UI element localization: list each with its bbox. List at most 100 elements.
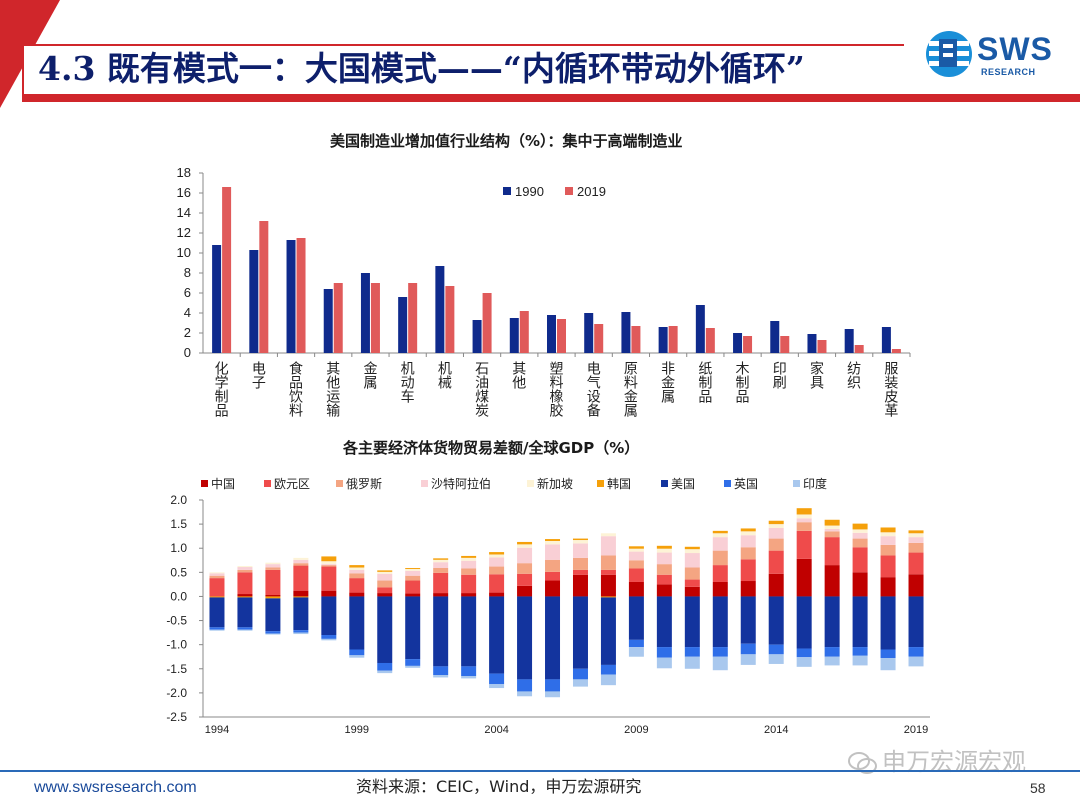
legend-label-英国: 英国 (734, 477, 758, 491)
bar-中国-2016 (824, 565, 840, 597)
footer-website-link[interactable]: www.swsresearch.com (34, 779, 197, 796)
bar-欧元区-2018 (880, 555, 896, 578)
bar-韩国-1998 (321, 556, 337, 562)
bar-中国-2000 (377, 593, 393, 597)
bar-俄罗斯-2012 (712, 550, 728, 566)
x-tick-label: 2004 (484, 724, 508, 736)
footer-divider (0, 770, 1080, 772)
category-label: 纸制品 (697, 361, 713, 403)
bar-沙特阿拉伯-2002 (433, 562, 449, 568)
bar-韩国-2018 (880, 527, 896, 533)
bar-中国-2008 (600, 574, 616, 597)
bar-中国-2002 (433, 593, 449, 597)
bar-俄罗斯-2018 (880, 544, 896, 556)
bar-韩国-2011 (684, 546, 700, 550)
bar-中国-1997 (293, 590, 309, 597)
y-tick-label: 4 (184, 305, 191, 320)
bar-英国-2013 (740, 643, 756, 655)
bar-印度-2004 (489, 684, 505, 689)
bar-俄罗斯-2009 (628, 560, 644, 569)
bar-新加坡-2003 (461, 557, 477, 561)
bar-2019-木制品 (743, 336, 753, 353)
y-tick-label: 12 (177, 225, 191, 240)
bar-美国-2006 (545, 596, 561, 680)
bar-美国-1997 (293, 597, 309, 631)
bar-沙特阿拉伯-2018 (880, 536, 896, 545)
y-tick-label: 1.5 (170, 517, 187, 531)
bar-2019-化学制品 (222, 187, 232, 353)
y-tick-label: -0.5 (166, 614, 187, 628)
bar-欧元区-2004 (489, 574, 505, 593)
legend-label-新加坡: 新加坡 (537, 476, 573, 491)
bar-俄罗斯-2007 (572, 557, 588, 570)
y-tick-label: 18 (177, 165, 191, 180)
bar-英国-1999 (349, 649, 365, 656)
bar-2019-其他 (519, 311, 529, 353)
legend-swatch-印度 (793, 480, 800, 487)
bar-2019-纸制品 (705, 328, 715, 353)
bar-2019-机动车 (408, 283, 418, 353)
bar-1990-电气设备 (584, 313, 594, 353)
legend-swatch-2019 (565, 187, 573, 195)
bar-沙特阿拉伯-2008 (600, 536, 616, 556)
bar-欧元区-1998 (321, 566, 337, 591)
bar-2019-非金属 (668, 326, 678, 353)
bar-英国-2011 (684, 647, 700, 657)
bar-美国-2010 (656, 596, 672, 648)
bar-沙特阿拉伯-2017 (852, 532, 868, 539)
bar-欧元区-2003 (461, 574, 477, 594)
bar-俄罗斯-2013 (740, 547, 756, 560)
bar-印度-1998 (321, 638, 337, 641)
bar-美国-2008 (600, 597, 616, 665)
bar-新加坡-2002 (433, 559, 449, 563)
bar-欧元区-1996 (265, 569, 281, 595)
bar-印度-1994 (209, 629, 225, 631)
bar-2019-纺织 (854, 345, 864, 353)
bar-2019-金属 (370, 283, 380, 353)
bar-英国-2010 (656, 647, 672, 658)
bar-中国-2012 (712, 581, 728, 597)
legend-swatch-欧元区 (264, 480, 271, 487)
bar-新加坡-2010 (656, 548, 672, 553)
bar-欧元区-2016 (824, 537, 840, 566)
bar-沙特阿拉伯-2004 (489, 557, 505, 567)
bar-韩国-2015 (796, 508, 812, 515)
bar-印度-2014 (768, 654, 784, 664)
bar-2019-家具 (817, 340, 827, 353)
bar-美国-1994 (209, 597, 225, 628)
y-tick-label: 1.0 (170, 541, 187, 555)
bar-欧元区-1995 (237, 572, 253, 595)
bar-欧元区-2009 (628, 568, 644, 582)
legend-label-俄罗斯: 俄罗斯 (346, 477, 382, 491)
bar-印度-2019 (908, 656, 924, 667)
bar-新加坡-2013 (740, 531, 756, 536)
bar-俄罗斯-2004 (489, 566, 505, 575)
legend-swatch-1990 (503, 187, 511, 195)
bar-美国-2013 (740, 596, 756, 644)
sws-logo: SWS RESEARCH (925, 27, 1070, 83)
bar-欧元区-2017 (852, 547, 868, 573)
y-tick-label: 8 (184, 265, 191, 280)
category-label: 石油煤炭 (474, 361, 490, 417)
bar-沙特阿拉伯-1998 (321, 564, 337, 566)
bar-中国-2014 (768, 573, 784, 597)
bar-英国-2003 (461, 666, 477, 677)
bar-中国-2019 (908, 574, 924, 597)
bar-英国-2018 (880, 649, 896, 659)
bar-印度-2001 (405, 665, 421, 668)
bar-英国-2017 (852, 647, 868, 656)
category-label: 木制品 (735, 361, 751, 403)
bar-印度-2017 (852, 655, 868, 666)
category-label: 家具 (809, 360, 825, 389)
slide-header: 4.3 既有模式一：大国模式——“内循环带动外循环” SWS RESEARCH (0, 0, 1080, 110)
bar-沙特阿拉伯-2015 (796, 518, 812, 523)
bar-美国-2017 (852, 596, 868, 648)
bar-中国-2001 (405, 593, 421, 597)
legend-swatch-中国 (201, 480, 208, 487)
bar-英国-1997 (293, 630, 309, 633)
bar-欧元区-1999 (349, 578, 365, 593)
bar-英国-1996 (265, 631, 281, 634)
bar-美国-2003 (461, 596, 477, 667)
bar-沙特阿拉伯-2000 (377, 573, 393, 581)
bar-中国-2011 (684, 586, 700, 597)
